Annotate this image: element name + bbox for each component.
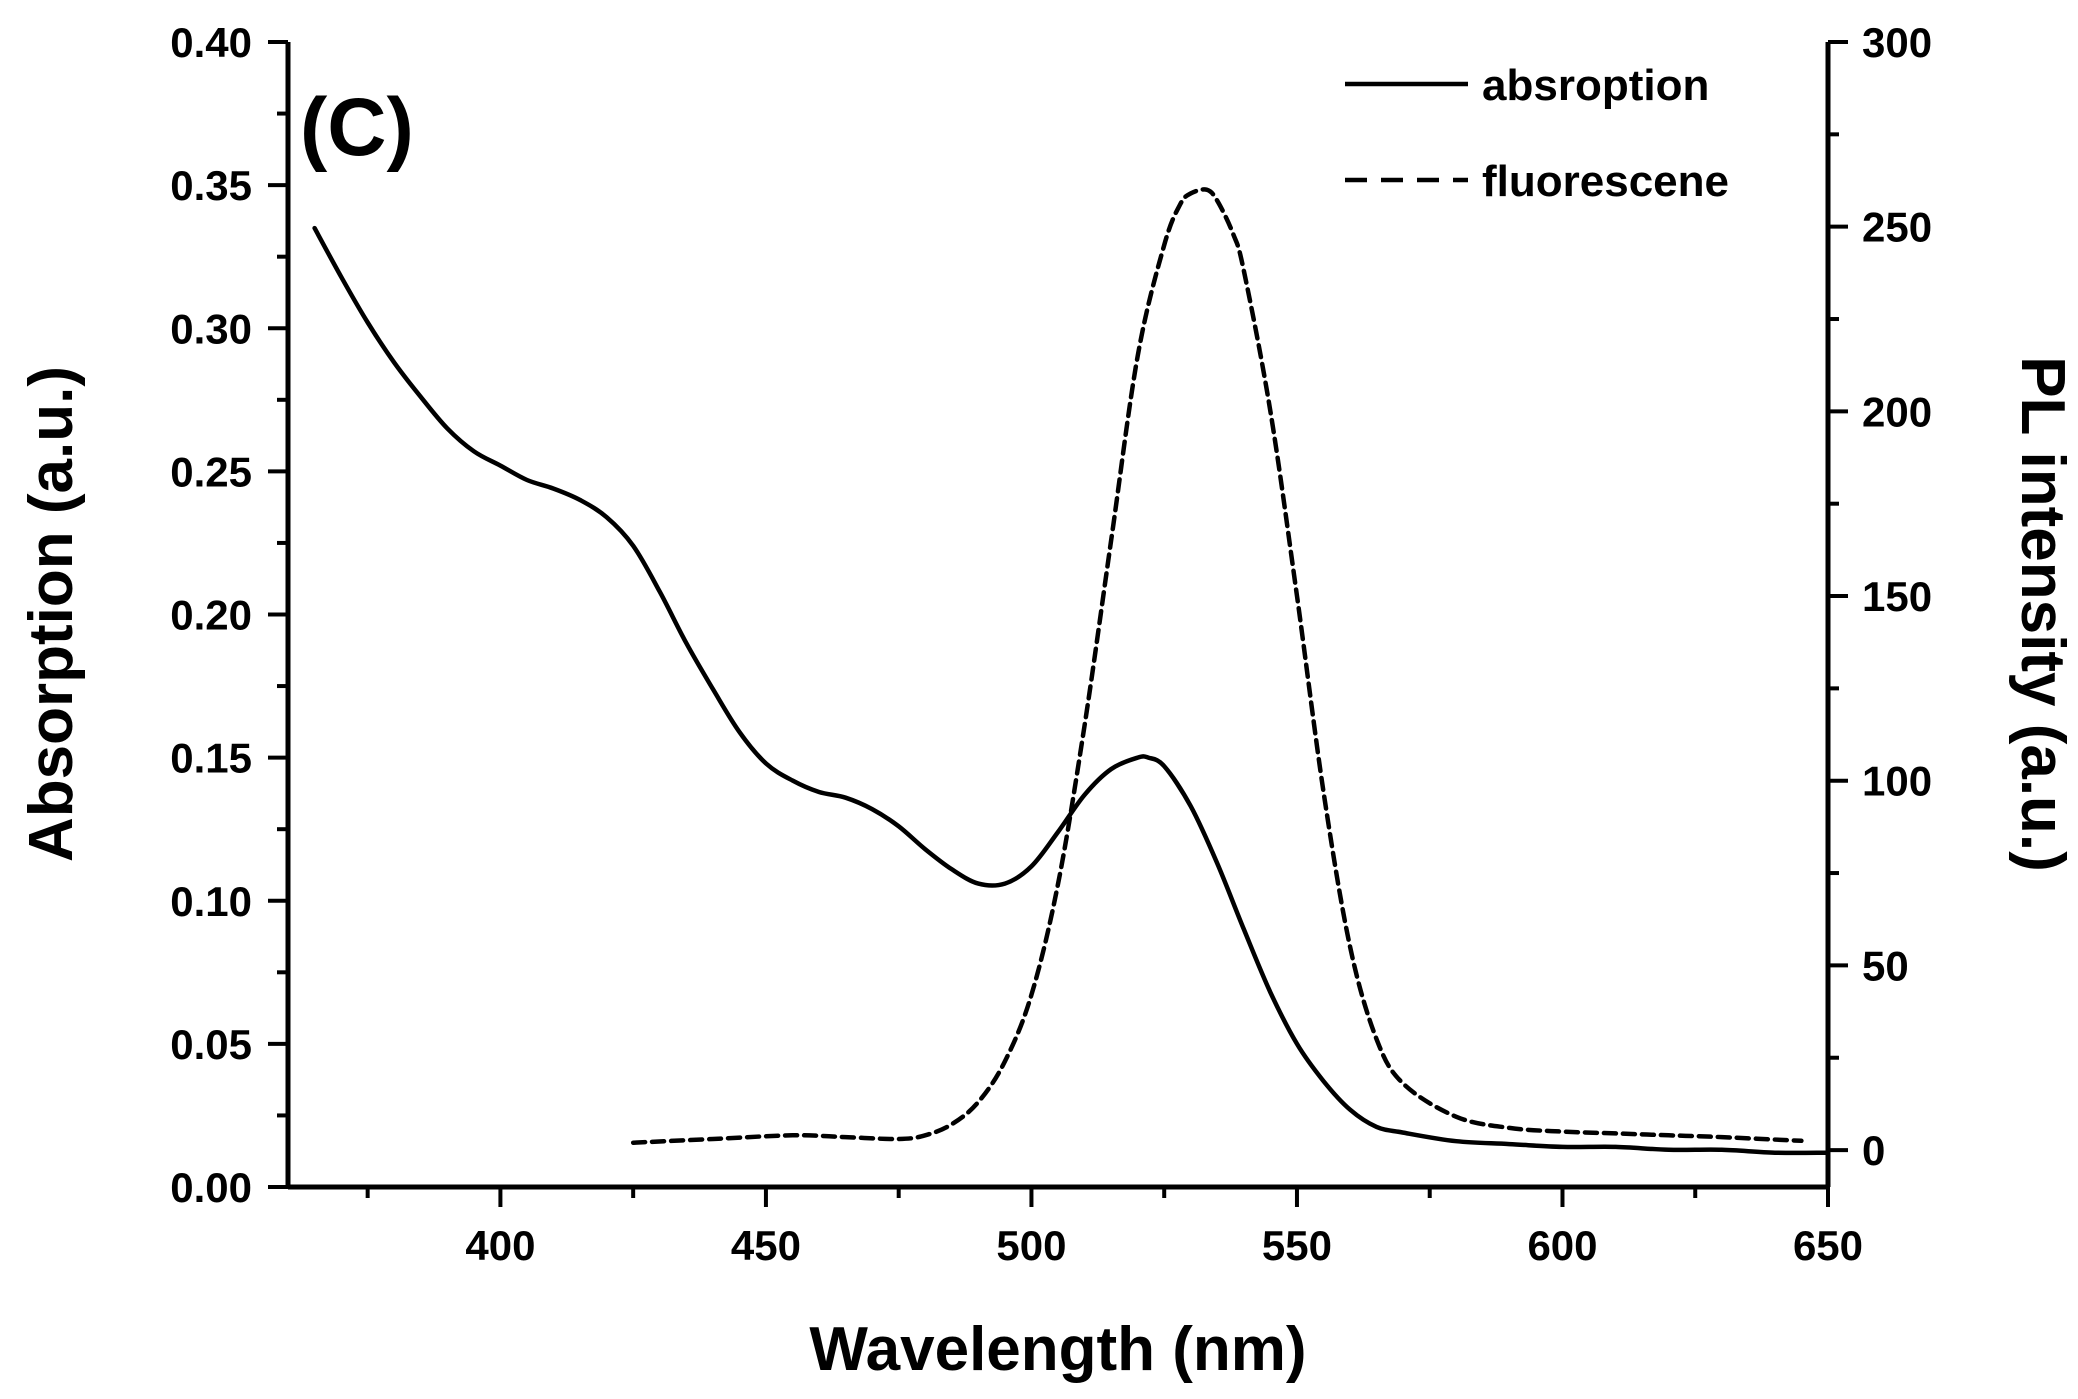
left-y-tick-label: 0.40 — [170, 19, 252, 66]
legend-fluorescence-label: fluorescene — [1482, 157, 1729, 206]
right-y-tick-label: 300 — [1862, 19, 1932, 66]
right-y-tick-label: 0 — [1862, 1127, 1885, 1174]
panel-label: (C) — [300, 82, 414, 173]
x-tick-label: 400 — [465, 1222, 535, 1269]
plot-frame — [288, 42, 1828, 1187]
left-y-axis-title: Absorption (a.u.) — [17, 366, 86, 862]
left-y-tick-label: 0.35 — [170, 162, 252, 209]
right-y-tick-label: 50 — [1862, 942, 1909, 989]
left-y-tick-label: 0.15 — [170, 735, 252, 782]
legend-absorption-label: absroption — [1482, 61, 1709, 110]
x-tick-label: 650 — [1793, 1222, 1863, 1269]
left-y-tick-label: 0.00 — [170, 1164, 252, 1211]
x-axis-title: Wavelength (nm) — [809, 1315, 1306, 1384]
x-tick-label: 500 — [996, 1222, 1066, 1269]
right-y-tick-label: 150 — [1862, 573, 1932, 620]
x-tick-label: 550 — [1262, 1222, 1332, 1269]
left-y-tick-label: 0.30 — [170, 305, 252, 352]
left-y-tick-label: 0.10 — [170, 878, 252, 925]
absorption-series-line — [312, 225, 1831, 1156]
right-y-axis-title: PL intensity (a.u.) — [2008, 356, 2077, 872]
left-y-tick-label: 0.25 — [170, 448, 252, 495]
right-y-tick-label: 100 — [1862, 758, 1932, 805]
x-tick-label: 600 — [1527, 1222, 1597, 1269]
right-y-tick-label: 200 — [1862, 388, 1932, 435]
right-y-tick-label: 250 — [1862, 204, 1932, 251]
fluorescence-series-line — [630, 187, 1804, 1145]
x-tick-label: 450 — [731, 1222, 801, 1269]
left-y-tick-label: 0.20 — [170, 592, 252, 639]
legend: absroption fluorescene — [1345, 61, 1729, 206]
left-y-tick-label: 0.05 — [170, 1021, 252, 1068]
series-layer — [312, 187, 1831, 1156]
ticks-layer: 400 450 500 550 600 6500.000.050.100.150.200.… — [170, 19, 1932, 1269]
